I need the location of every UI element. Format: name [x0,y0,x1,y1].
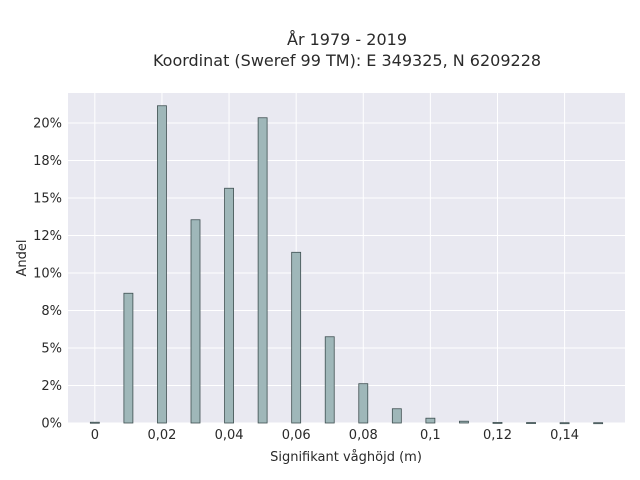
y-tick-label: 5% [41,342,62,357]
bar [190,219,201,424]
x-tick-label: 0,08 [349,428,378,443]
x-tick-label: 0,04 [215,428,244,443]
bar [324,336,335,424]
y-tick-label: 18% [33,154,62,169]
bar [459,420,469,424]
y-tick-label: 20% [33,117,62,132]
bar [425,417,436,424]
x-axis-ticks: 0 0,02 0,04 0,06 0,08 0,1 0,12 0,14 [91,428,579,443]
y-tick-label: 0% [41,417,62,432]
bar [257,117,268,424]
bar [123,292,134,424]
x-tick-label: 0,1 [420,428,441,443]
bar [526,422,536,424]
bar [593,422,604,425]
bar [89,421,100,424]
y-tick-label: 8% [41,304,62,319]
bar [391,408,402,424]
y-axis-label: Andel [15,240,30,277]
chart-title-line1: År 1979 - 2019 [287,30,407,49]
bar [157,105,167,424]
y-tick-label: 12% [33,229,62,244]
bar [358,383,369,424]
y-tick-label: 2% [41,379,62,394]
y-tick-label: 10% [33,267,62,282]
bar [291,251,302,424]
x-tick-label: 0,12 [483,428,512,443]
x-tick-label: 0,02 [147,428,176,443]
plot-area [68,93,625,423]
x-tick-label: 0,06 [282,428,311,443]
chart-title-line2: Koordinat (Sweref 99 TM): E 349325, N 62… [153,51,541,70]
x-tick-label: 0 [91,428,99,443]
x-tick-label: 0,14 [550,428,579,443]
bar [559,422,570,425]
y-axis-ticks: 0% 2% 5% 8% 10% 12% 15% 18% 20% [33,117,62,432]
x-axis-label: Signifikant våghöjd (m) [270,450,422,465]
bar-series [89,105,604,425]
bar [224,187,234,424]
y-tick-label: 15% [33,192,62,207]
bar [492,421,503,424]
